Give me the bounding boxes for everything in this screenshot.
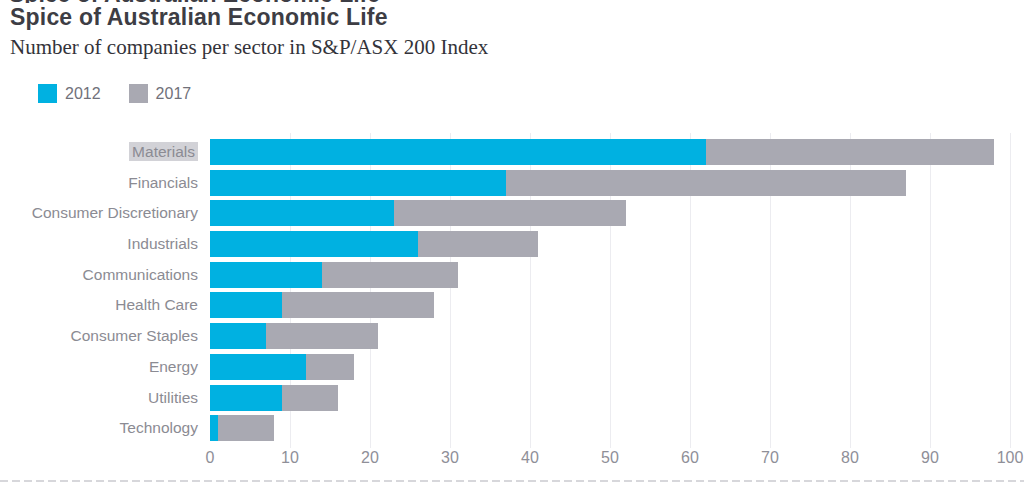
category-label-text: Communications [83,266,198,283]
x-tick-label: 40 [521,448,539,468]
bar-track [210,231,538,257]
bar-segment-2017 [322,262,458,288]
x-tick-label: 80 [841,448,859,468]
bar-segment-2012 [210,170,506,196]
category-label-text: Energy [149,358,198,375]
bar-segment-2012 [210,292,282,318]
bar-track [210,385,338,411]
category-label-text: Utilities [148,389,198,406]
x-tick-label: 0 [206,448,215,468]
bar-segment-2017 [266,323,378,349]
bar-segment-2017 [706,139,994,165]
category-label-text: Health Care [115,296,198,313]
bar-track [210,323,378,349]
bar-track [210,262,458,288]
bar-track [210,170,906,196]
stacked-bar-chart: Materials Financials Consumer Discretionar… [0,132,1024,483]
bar-row: Materials [0,139,1024,165]
category-label-text: Financials [128,174,198,191]
legend-label: 2012 [65,84,101,103]
x-tick-label: 60 [681,448,699,468]
legend: 2012 2017 [38,84,219,103]
bar-segment-2012 [210,231,418,257]
bar-segment-2017 [282,292,434,318]
category-label: Communications [0,262,198,288]
bar-row: Consumer Staples [0,323,1024,349]
bar-segment-2012 [210,415,218,441]
bar-row: Industrials [0,231,1024,257]
category-label: Energy [0,354,198,380]
category-label: Financials [0,170,198,196]
x-tick-label: 90 [921,448,939,468]
x-tick-label: 70 [761,448,779,468]
bar-row: Energy [0,354,1024,380]
bar-track [210,415,274,441]
bar-rows: Materials Financials Consumer Discretionar… [0,139,1024,441]
category-label: Technology [0,415,198,441]
chart-title: Spice of Australian Economic Life [10,2,388,32]
bar-row: Health Care [0,292,1024,318]
category-label: Industrials [0,231,198,257]
x-tick-label: 20 [361,448,379,468]
category-label-text: Consumer Staples [70,327,198,344]
legend-swatch-2012 [38,84,57,103]
bar-track [210,139,994,165]
bar-segment-2017 [394,200,626,226]
bar-segment-2012 [210,262,322,288]
bar-track [210,292,434,318]
x-tick-label: 10 [281,448,299,468]
chart-page: Spice of Australian Economic Life Spice … [0,0,1024,483]
chart-subtitle: Number of companies per sector in S&P/AS… [10,33,488,61]
legend-label: 2017 [156,84,192,103]
category-label: Utilities [0,385,198,411]
bottom-dashed-border [0,480,1024,482]
bar-row: Consumer Discretionary [0,200,1024,226]
bar-segment-2012 [210,323,266,349]
category-label-text: Technology [120,419,198,436]
bar-segment-2017 [306,354,354,380]
bar-segment-2017 [506,170,906,196]
bar-segment-2012 [210,354,306,380]
bar-segment-2017 [218,415,274,441]
legend-swatch-2017 [129,84,148,103]
category-label-text: Consumer Discretionary [32,204,198,221]
bar-segment-2017 [282,385,338,411]
bar-row: Financials [0,170,1024,196]
category-label: Consumer Discretionary [0,200,198,226]
legend-item-2012: 2012 [38,84,101,103]
category-label: Consumer Staples [0,323,198,349]
bar-segment-2012 [210,385,282,411]
category-label: Health Care [0,292,198,318]
bar-segment-2012 [210,139,706,165]
category-label: Materials [0,139,198,165]
bar-row: Communications [0,262,1024,288]
x-axis: 0102030405060708090100 [210,448,1010,470]
bar-row: Utilities [0,385,1024,411]
bar-segment-2017 [418,231,538,257]
bar-row: Technology [0,415,1024,441]
bar-segment-2012 [210,200,394,226]
x-tick-label: 50 [601,448,619,468]
legend-item-2017: 2017 [129,84,192,103]
x-tick-label: 30 [441,448,459,468]
category-label-text: Materials [129,142,198,161]
category-label-text: Industrials [127,235,198,252]
bar-track [210,354,354,380]
bar-track [210,200,626,226]
x-tick-label: 100 [997,448,1024,468]
